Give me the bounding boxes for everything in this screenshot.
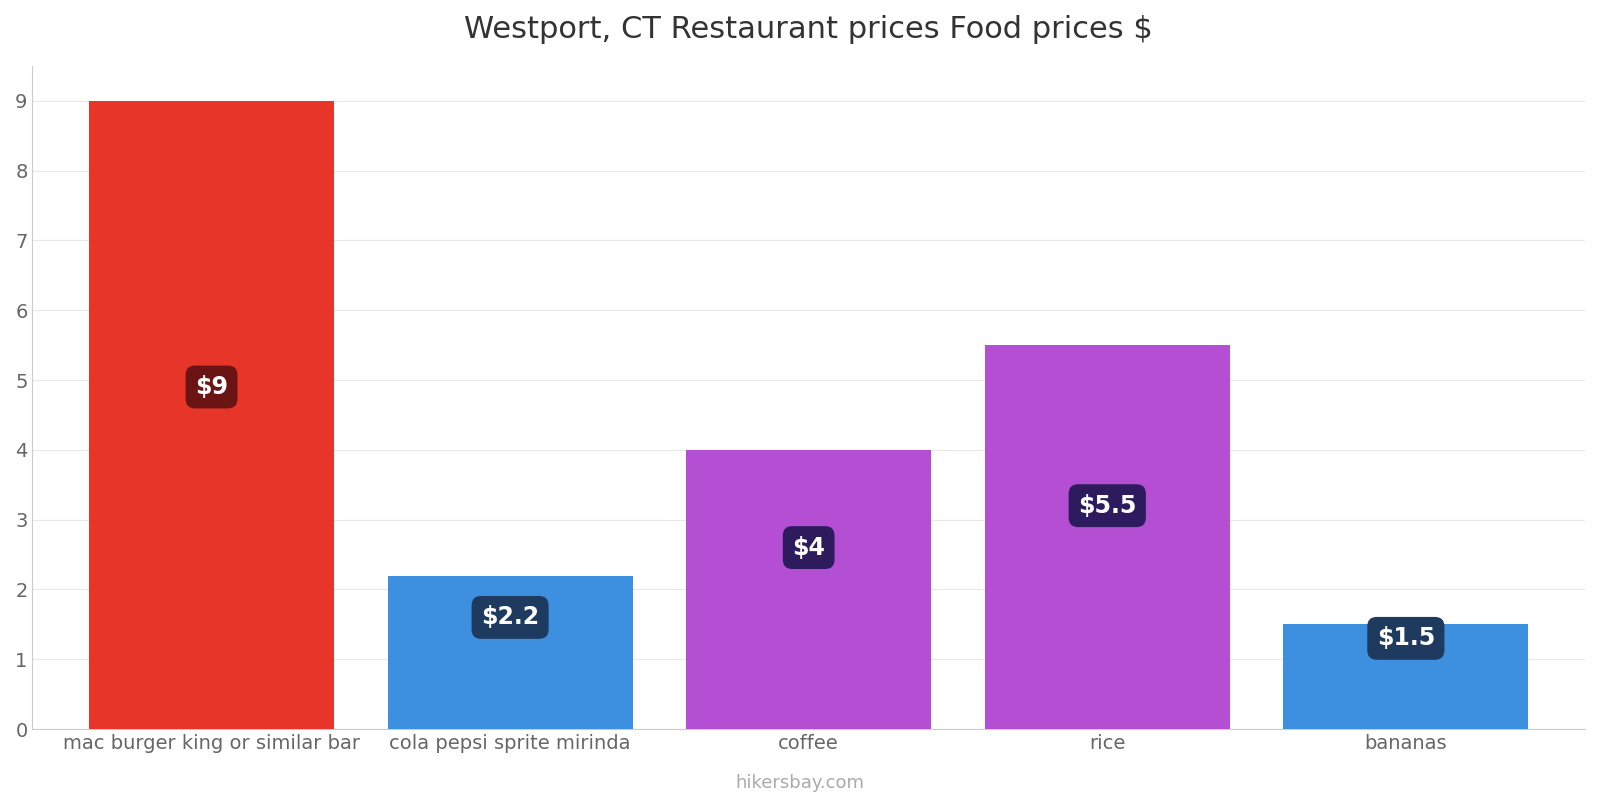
Bar [90, 101, 334, 729]
Text: $2.2: $2.2 [482, 606, 539, 630]
Text: $9: $9 [195, 375, 229, 399]
Bar [387, 575, 632, 729]
Text: $5.5: $5.5 [1078, 494, 1136, 518]
Text: hikersbay.com: hikersbay.com [736, 774, 864, 792]
Title: Westport, CT Restaurant prices Food prices $: Westport, CT Restaurant prices Food pric… [464, 15, 1154, 44]
Bar [1283, 624, 1528, 729]
Bar [986, 345, 1230, 729]
Text: $4: $4 [792, 535, 826, 559]
Text: $1.5: $1.5 [1376, 626, 1435, 650]
Bar [686, 450, 931, 729]
